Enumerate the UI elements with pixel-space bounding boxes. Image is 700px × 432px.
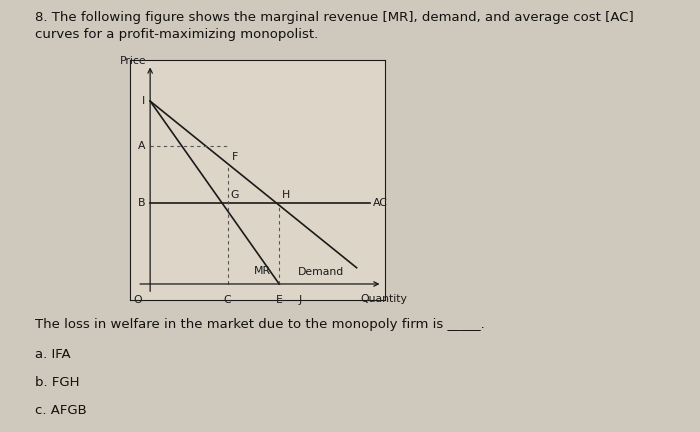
Text: curves for a profit-maximizing monopolist.: curves for a profit-maximizing monopolis… <box>35 28 318 41</box>
Text: Quantity: Quantity <box>360 294 407 304</box>
Text: J: J <box>298 295 302 305</box>
Text: Price: Price <box>120 57 146 67</box>
Text: c. AFGB: c. AFGB <box>35 404 87 417</box>
Text: a. IFA: a. IFA <box>35 348 71 361</box>
Text: B: B <box>137 198 145 208</box>
Text: I: I <box>141 96 145 106</box>
Text: H: H <box>282 190 290 200</box>
Text: O: O <box>133 295 141 305</box>
Text: The loss in welfare in the market due to the monopoly firm is _____.: The loss in welfare in the market due to… <box>35 318 484 330</box>
Text: E: E <box>276 295 283 305</box>
Text: 8. The following figure shows the marginal revenue [MR], demand, and average cos: 8. The following figure shows the margin… <box>35 11 634 24</box>
Text: Demand: Demand <box>298 267 344 277</box>
Text: AC: AC <box>373 198 389 208</box>
Text: F: F <box>232 152 238 162</box>
Text: b. FGH: b. FGH <box>35 376 80 389</box>
Text: G: G <box>230 190 239 200</box>
Text: A: A <box>137 141 145 151</box>
Text: C: C <box>224 295 232 305</box>
Text: MR: MR <box>254 266 272 276</box>
